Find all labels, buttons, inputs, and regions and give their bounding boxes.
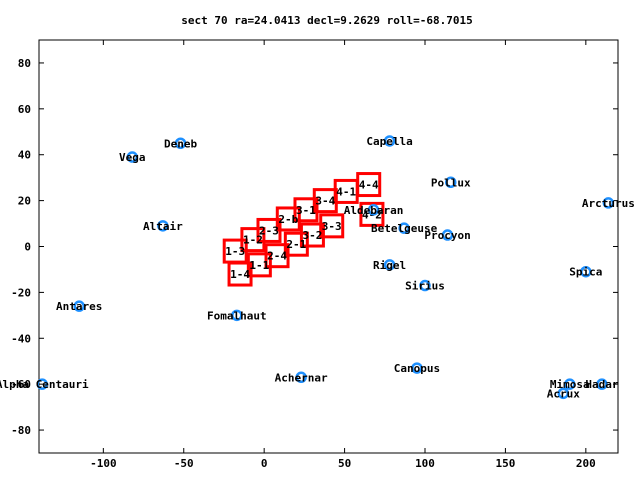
star-marker: [444, 176, 457, 189]
x-tick-label: -50: [174, 457, 194, 470]
star-marker: [398, 222, 410, 234]
star-label: Fomalhaut: [207, 309, 267, 322]
sector-box-label: 1-2: [243, 234, 263, 247]
chart-title: sect 70 ra=24.0413 decl=9.2629 roll=-68.…: [181, 14, 472, 27]
star-marker: [441, 229, 454, 241]
star-marker: [36, 378, 48, 390]
x-tick-label: 150: [495, 457, 515, 470]
sector-box-label: 3-4: [315, 195, 335, 208]
sector-box-label: 2-b: [278, 213, 298, 226]
star-label: Altair: [143, 220, 183, 233]
star-marker: [73, 300, 85, 312]
sector-box-label: 4-4: [359, 179, 379, 192]
star-label: Vega: [119, 151, 146, 164]
star-marker: [383, 259, 396, 271]
sector-box: [293, 197, 319, 223]
sector-box-label: 2-1: [286, 238, 306, 251]
sector-box: [319, 213, 345, 239]
y-tick-label: 60: [18, 103, 31, 116]
star-marker: [231, 309, 243, 322]
star-layer: Vega Deneb Altair Antares Fomalhaut Achernar C…: [0, 135, 635, 400]
sector-box: [227, 261, 253, 287]
sector-box: [356, 172, 382, 198]
y-tick-label: -60: [11, 378, 31, 391]
star-marker: [411, 362, 423, 374]
sector-box-label: 2-3: [259, 224, 279, 237]
x-tick-label: 100: [415, 457, 435, 470]
sector-box: [240, 227, 266, 253]
sector-box: [283, 231, 309, 257]
star-label: Procyon: [424, 229, 470, 242]
sector-box-label: 1-4: [230, 268, 250, 281]
x-tick-label: 0: [261, 457, 268, 470]
star-marker: [602, 197, 615, 209]
star-marker: [157, 220, 169, 232]
sector-box-label: 4-1: [336, 185, 356, 198]
sector-box-label: 1-1: [249, 259, 269, 272]
star-marker: [596, 378, 608, 390]
star-marker: [295, 371, 307, 384]
star-label: Spica: [569, 266, 602, 279]
star-label: Antares: [56, 300, 102, 313]
star-label: Arcturus: [582, 197, 635, 210]
sector-box-label: 3-3: [322, 220, 342, 233]
sector-box-label: 3-2: [302, 229, 322, 242]
x-tick-label: 200: [576, 457, 596, 470]
y-tick-label: -20: [11, 286, 31, 299]
star-label: Deneb: [164, 137, 197, 150]
y-tick-label: -80: [11, 424, 31, 437]
x-tick-label: -100: [90, 457, 117, 470]
sector-box: [299, 222, 325, 248]
star-label: Mimosa: [550, 378, 590, 391]
star-marker: [419, 279, 431, 292]
star-label: Pollux: [431, 176, 471, 189]
sector-box: [275, 206, 301, 232]
sector-box: [246, 252, 272, 278]
sector-box-label: 2-4: [267, 250, 287, 263]
star-label: Acrux: [547, 387, 580, 400]
plot-frame: [38, 39, 619, 454]
x-tick-label: 50: [338, 457, 351, 470]
star-label: Rigel: [373, 259, 406, 272]
star-marker: [557, 387, 570, 400]
sector-box-label: 1-3: [225, 245, 245, 258]
star-marker: [564, 378, 576, 390]
axes: -100 -50 0 50 100 150 200 -80 -60 -40 -20 0 20 40 60 80: [11, 40, 618, 470]
star-marker: [174, 137, 187, 149]
y-tick-label: 20: [18, 195, 31, 208]
star-marker: [383, 135, 396, 147]
star-label: Sirius: [405, 280, 445, 293]
y-tick-label: 80: [18, 57, 31, 70]
sector-box: [359, 201, 385, 227]
star-marker: [367, 204, 380, 216]
y-tick-label: -40: [11, 332, 31, 345]
star-marker: [126, 151, 139, 163]
star-label: Betelgeuse: [371, 222, 438, 235]
y-tick-label: 40: [18, 149, 31, 162]
star-label: Aldebaran: [344, 204, 404, 217]
star-marker: [580, 265, 592, 278]
star-label: Capella: [366, 135, 412, 148]
y-tick-label: 0: [24, 241, 31, 254]
star-label: Canopus: [394, 362, 440, 375]
sector-box-label: 3-1: [296, 204, 316, 217]
star-label: Hadar: [585, 378, 618, 391]
star-label: Achernar: [275, 371, 328, 384]
box-layer: 1-3 1-4 1-2 1-1 2-3 2-4 2-b 2-1 3-1 3-2 3-4 3-3 4-14…: [222, 172, 385, 287]
star-label: Alpha Centauri: [0, 378, 89, 391]
